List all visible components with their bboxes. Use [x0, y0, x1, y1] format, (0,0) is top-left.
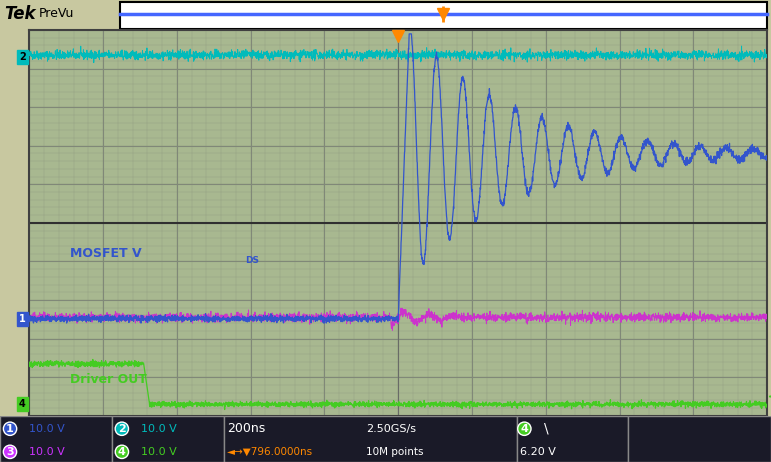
- Text: 10.0 V: 10.0 V: [141, 424, 177, 434]
- Text: 3: 3: [6, 447, 14, 457]
- Text: 4: 4: [19, 399, 25, 409]
- Bar: [517, 416, 628, 462]
- Text: 10.0 V: 10.0 V: [29, 424, 65, 434]
- Text: 4: 4: [118, 447, 126, 457]
- Text: MOSFET V: MOSFET V: [70, 247, 142, 260]
- Text: 2: 2: [118, 424, 126, 434]
- Text: \: \: [544, 422, 548, 436]
- Text: ◄→▼796.0000ns: ◄→▼796.0000ns: [227, 447, 314, 457]
- Text: 10.0 V: 10.0 V: [141, 447, 177, 457]
- Bar: [224, 416, 517, 462]
- Bar: [112, 416, 224, 462]
- Text: 200ns: 200ns: [227, 422, 266, 435]
- Text: 10M points: 10M points: [366, 447, 424, 457]
- Text: 10.0 V: 10.0 V: [29, 447, 65, 457]
- Text: DS: DS: [245, 256, 260, 265]
- Text: 2.50GS/s: 2.50GS/s: [366, 424, 416, 434]
- Bar: [628, 416, 771, 462]
- Text: 1: 1: [19, 314, 25, 323]
- Text: 6.20 V: 6.20 V: [520, 447, 557, 457]
- Text: PreVu: PreVu: [39, 7, 74, 20]
- Bar: [120, 1, 767, 29]
- Text: Tek: Tek: [4, 5, 35, 23]
- Bar: [0, 416, 112, 462]
- Text: Driver OUT: Driver OUT: [70, 373, 146, 386]
- Text: 1: 1: [6, 424, 14, 434]
- Text: 4: 4: [520, 424, 528, 434]
- Text: 2: 2: [19, 52, 25, 62]
